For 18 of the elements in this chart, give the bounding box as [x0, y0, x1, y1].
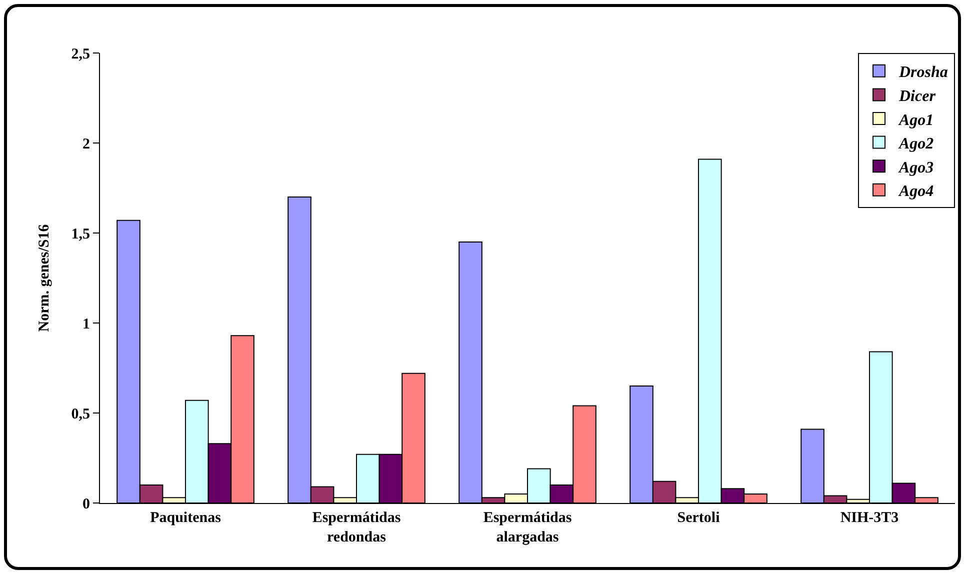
y-tick-label: 0 — [82, 496, 90, 512]
legend-label: Drosha — [898, 64, 948, 82]
y-tick-label: 2 — [82, 136, 90, 152]
x-tick-label: NIH-3T3 — [840, 510, 899, 526]
y-tick-label: 0,5 — [71, 406, 90, 422]
x-tick-label: Paquitenas — [150, 510, 222, 526]
x-tick-label: Espermátidas redondas — [312, 510, 401, 546]
legend-label: Ago3 — [898, 159, 934, 176]
legend-label: Ago4 — [898, 183, 934, 200]
y-axis-title: Norm. genes/S16 — [36, 224, 52, 332]
legend-label: Ago2 — [898, 136, 934, 153]
y-tick-label: 1 — [82, 316, 90, 332]
x-tick-label: Espermátidas alargadas — [483, 510, 572, 546]
legend-label: Dicer — [898, 88, 936, 105]
x-tick-label: Sertoli — [677, 510, 720, 526]
legend-label: Ago1 — [898, 112, 934, 129]
y-tick-label: 2,5 — [71, 46, 90, 62]
y-tick-label: 1,5 — [71, 226, 90, 242]
